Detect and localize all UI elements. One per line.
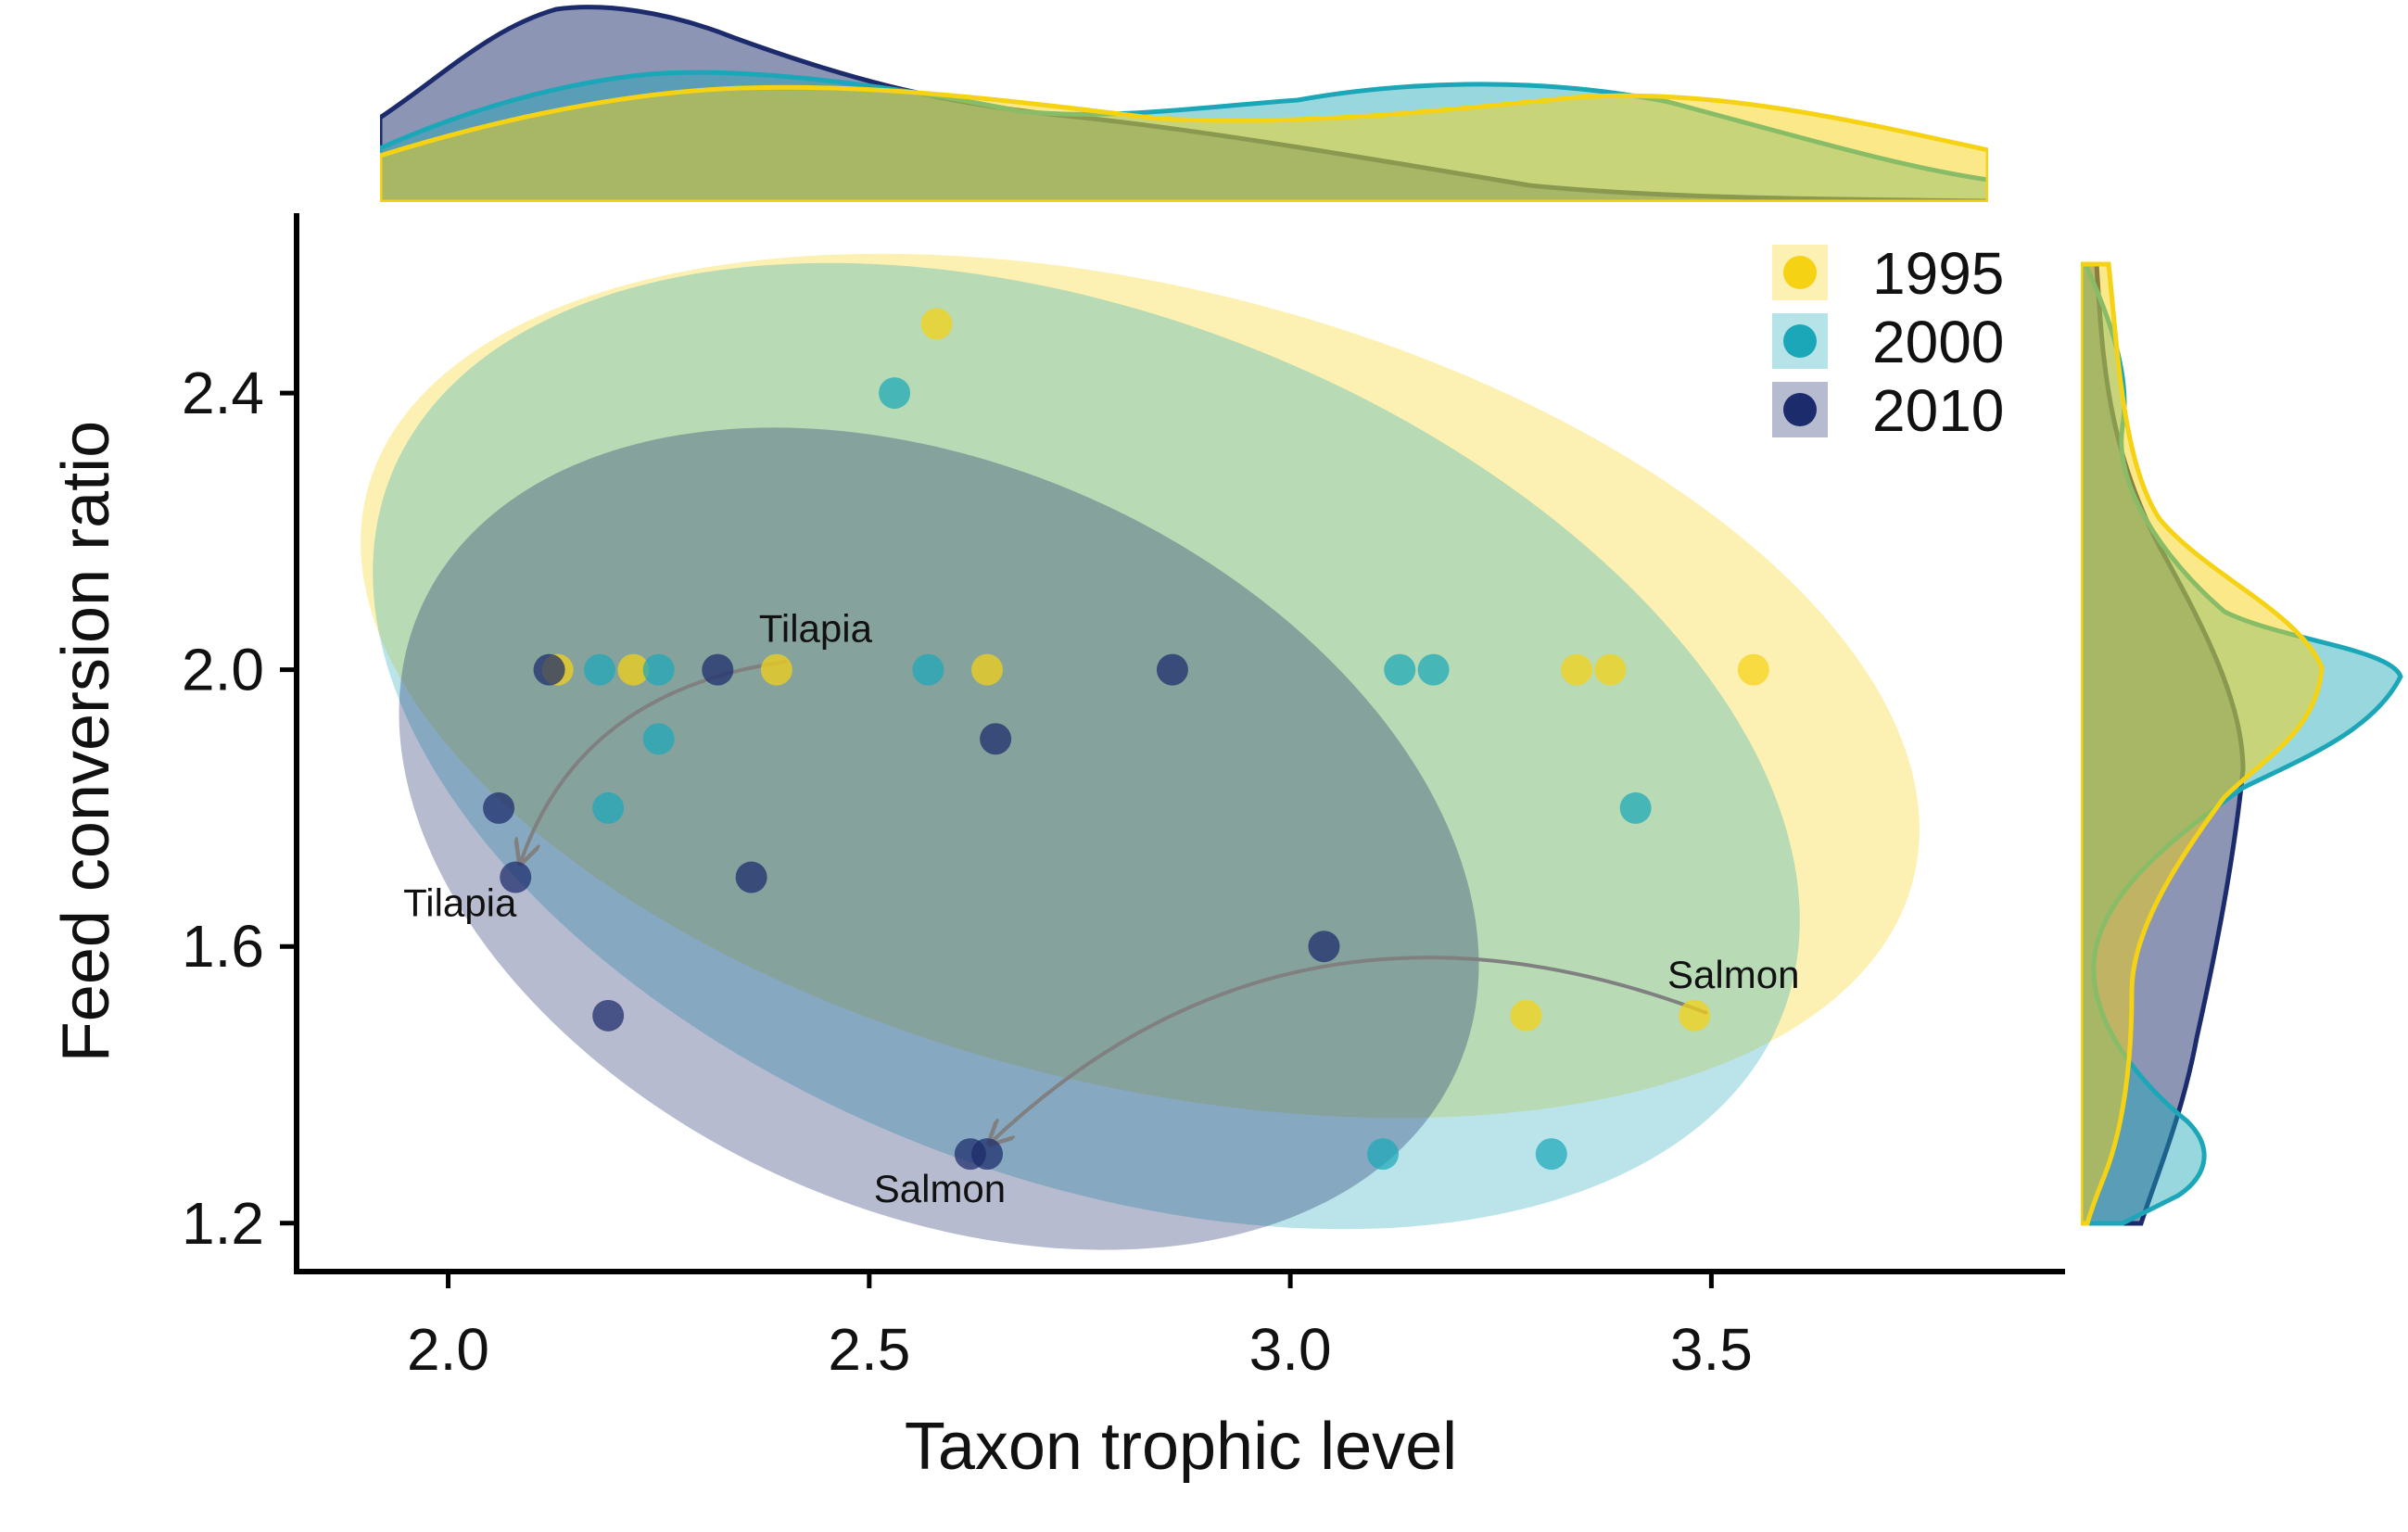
point-1995-5: [971, 653, 1004, 686]
point-2000-6: [912, 653, 944, 686]
point-2000-10: [1535, 1138, 1567, 1171]
point-2000-4: [642, 723, 675, 755]
y-tick-label-3: 2.4: [182, 360, 264, 426]
y-ticks: 1.2 1.6 2.0 2.4: [182, 360, 297, 1257]
annotation-arrows: [520, 659, 1708, 1144]
point-annotations: Tilapia Tilapia Salmon Salmon: [403, 607, 1799, 1210]
ellipse-2010: [399, 427, 1479, 1250]
ellipse-1995: [361, 253, 1920, 1119]
legend-point-2000: [1783, 324, 1817, 358]
annotation-label-2: Tilapia: [403, 881, 517, 925]
point-2000-3: [642, 653, 675, 686]
legend-label-2000: 2000: [1872, 309, 2004, 375]
point-2000-8: [1384, 653, 1416, 686]
annotation-label-3: Salmon: [1667, 953, 1799, 996]
point-2000-5: [879, 377, 911, 410]
point-2000-11: [1619, 791, 1652, 824]
point-1995-9: [1679, 999, 1711, 1032]
point-1995-6: [1510, 999, 1542, 1032]
ellipse-2000: [373, 262, 1800, 1230]
legend-point-1995: [1783, 256, 1817, 289]
point-2010-10: [1156, 653, 1188, 686]
point-1995-2: [617, 653, 650, 686]
y-tick-label-2: 2.0: [182, 637, 264, 703]
point-1995-7: [1561, 653, 1593, 686]
annotation-arrow-1: [520, 659, 788, 863]
x-ticks: 2.0 2.5 3.0 3.5: [407, 1272, 1753, 1383]
point-2010-4: [592, 999, 625, 1032]
legend-point-2010: [1783, 393, 1817, 426]
x-tick-label-0: 2.0: [407, 1316, 489, 1383]
y-axis-title: Feed conversion ratio: [49, 421, 123, 1062]
point-2000-1: [584, 653, 616, 686]
x-tick-label-2: 3.0: [1249, 1316, 1332, 1383]
point-2010-8: [971, 1138, 1004, 1171]
right-density-1995: [2081, 261, 2325, 1226]
point-2000-7: [1367, 1138, 1400, 1171]
right-marginal-density: [2081, 261, 2403, 1226]
point-2000-9: [1417, 653, 1450, 686]
point-2010-5: [702, 653, 734, 686]
annotation-label-1: Tilapia: [759, 607, 873, 651]
legend-label-1995: 1995: [1872, 240, 2004, 307]
annotation-label-4: Salmon: [874, 1167, 1006, 1210]
y-tick-label-0: 1.2: [182, 1190, 264, 1257]
top-marginal-density: [380, 5, 1988, 202]
point-1995-4: [920, 308, 953, 340]
top-density-1995: [380, 84, 1988, 202]
confidence-ellipses: [361, 253, 1920, 1250]
x-tick-label-3: 3.5: [1670, 1316, 1753, 1383]
point-2010-6: [735, 861, 767, 893]
annotation-arrow-2: [990, 956, 1708, 1144]
legend-label-2010: 2010: [1872, 377, 2004, 444]
point-2000-2: [592, 791, 625, 824]
y-tick-label-1: 1.6: [182, 913, 264, 980]
point-2010-9: [980, 723, 1012, 755]
axes: [294, 213, 2065, 1274]
point-1995-3: [760, 653, 792, 686]
x-axis-title: Taxon trophic level: [905, 1410, 1457, 1484]
scatter-points: [483, 308, 1769, 1171]
point-2010-2: [500, 861, 532, 893]
x-tick-label-1: 2.5: [828, 1316, 910, 1383]
point-1995-10: [1737, 653, 1769, 686]
point-2010-3: [533, 653, 565, 686]
point-1995-8: [1594, 653, 1627, 686]
point-2010-11: [1308, 931, 1340, 963]
point-2010-1: [483, 791, 515, 824]
